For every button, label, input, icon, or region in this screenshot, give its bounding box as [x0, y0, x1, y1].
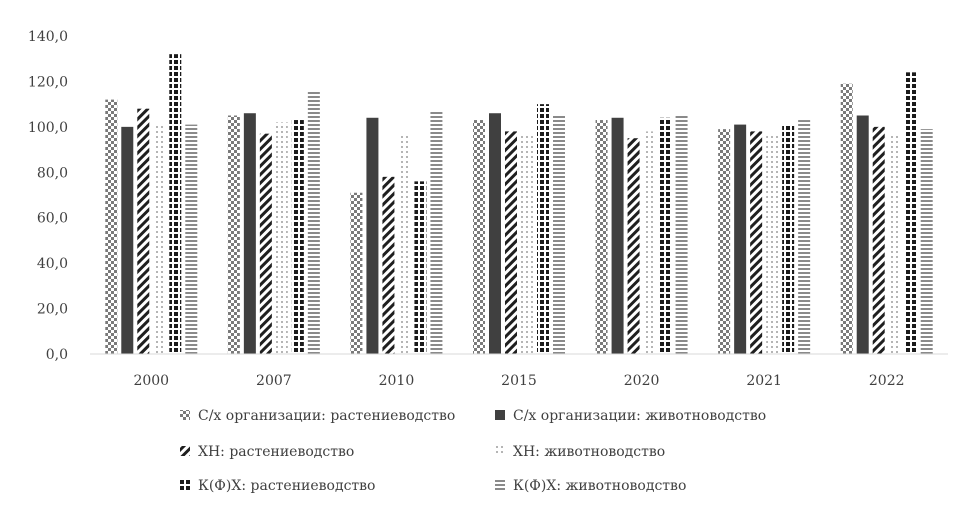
bar-2015-series-2 — [489, 113, 501, 354]
bar-2015-series-1 — [473, 120, 485, 355]
y-tick-label: 80,0 — [37, 165, 68, 181]
bar-2010-series-1 — [350, 192, 363, 354]
bar-2022-series-1 — [840, 83, 853, 354]
bar-2000-series-4 — [153, 124, 166, 354]
bar-2007-series-3 — [259, 133, 272, 354]
x-tick-label: 2020 — [624, 373, 660, 389]
y-tick-label: 140,0 — [28, 29, 68, 45]
y-tick-label: 100,0 — [28, 120, 68, 136]
bar-2015-series-3 — [505, 131, 517, 354]
legend-label: С/х организации: растениеводство — [198, 408, 455, 424]
x-tick-label: 2000 — [133, 373, 169, 389]
legend: С/х организации: растениеводство С/х орга… — [180, 408, 766, 494]
x-tick-label: 2021 — [746, 373, 782, 389]
bar-2010-series-6 — [430, 110, 443, 354]
bar-2007-series-1 — [227, 115, 240, 354]
bar-2000-series-1 — [105, 99, 118, 354]
bar-2007-series-4 — [275, 122, 288, 354]
bar-2000-series-5 — [169, 54, 182, 355]
legend-swatch — [180, 410, 190, 420]
bar-2007-series-2 — [243, 113, 256, 354]
bar-2022-series-5 — [904, 72, 917, 354]
bar-2020-series-2 — [611, 117, 624, 355]
bar-2007-series-6 — [307, 90, 320, 354]
bar-2000-series-2 — [121, 126, 134, 354]
x-axis: 2000 2007 2010 2015 2020 2021 2022 — [90, 353, 948, 389]
bar-2000-series-3 — [137, 108, 150, 354]
bar-2015-series-6 — [553, 115, 565, 354]
bar-2021-series-4 — [766, 135, 779, 354]
legend-swatch — [180, 480, 190, 490]
y-tick-label: 60,0 — [37, 211, 68, 227]
bar-2000-series-6 — [185, 124, 198, 354]
bar-2021-series-1 — [718, 129, 731, 354]
bar-2010-series-2 — [366, 117, 379, 355]
y-tick-label: 0,0 — [46, 347, 68, 363]
bar-2015-series-5 — [537, 104, 549, 355]
legend-label: С/х организации: животноводство — [513, 408, 766, 424]
bar-2021-series-2 — [734, 124, 747, 354]
legend-label: ХН: растениеводство — [198, 444, 354, 460]
y-axis: 0,0 20,0 40,0 60,0 80,0 100,0 120,0 140,0 — [28, 29, 68, 363]
bar-2020-series-1 — [595, 120, 608, 355]
bar-2015-series-4 — [521, 135, 533, 354]
bar-2022-series-3 — [872, 126, 885, 354]
bar-2021-series-6 — [798, 120, 811, 355]
x-tick-label: 2007 — [256, 373, 292, 389]
bar-2021-series-5 — [782, 124, 795, 354]
bar-2022-series-6 — [920, 129, 933, 354]
bars — [105, 54, 933, 355]
legend-swatch — [495, 410, 505, 420]
legend-label: К(Ф)Х: животноводство — [513, 478, 686, 494]
bar-2020-series-4 — [643, 131, 656, 354]
bar-2007-series-5 — [291, 120, 304, 355]
bar-2021-series-3 — [750, 131, 763, 354]
y-tick-label: 20,0 — [37, 302, 68, 318]
bar-2022-series-4 — [888, 135, 901, 354]
x-tick-label: 2022 — [869, 373, 905, 389]
bar-2020-series-3 — [627, 138, 640, 354]
bar-2010-series-5 — [414, 181, 427, 354]
bar-2010-series-3 — [382, 176, 395, 354]
bar-2020-series-6 — [675, 115, 688, 354]
x-tick-label: 2015 — [501, 373, 537, 389]
bar-2010-series-4 — [398, 135, 411, 354]
bar-2022-series-2 — [856, 115, 869, 354]
legend-swatch — [180, 446, 190, 456]
x-tick-label: 2010 — [379, 373, 415, 389]
legend-label: К(Ф)Х: растениеводство — [198, 478, 375, 494]
legend-swatch — [495, 480, 505, 490]
bar-2020-series-5 — [659, 117, 672, 355]
y-tick-label: 40,0 — [37, 256, 68, 272]
legend-label: ХН: животноводство — [513, 444, 665, 460]
y-tick-label: 120,0 — [28, 74, 68, 90]
legend-swatch — [495, 446, 505, 456]
